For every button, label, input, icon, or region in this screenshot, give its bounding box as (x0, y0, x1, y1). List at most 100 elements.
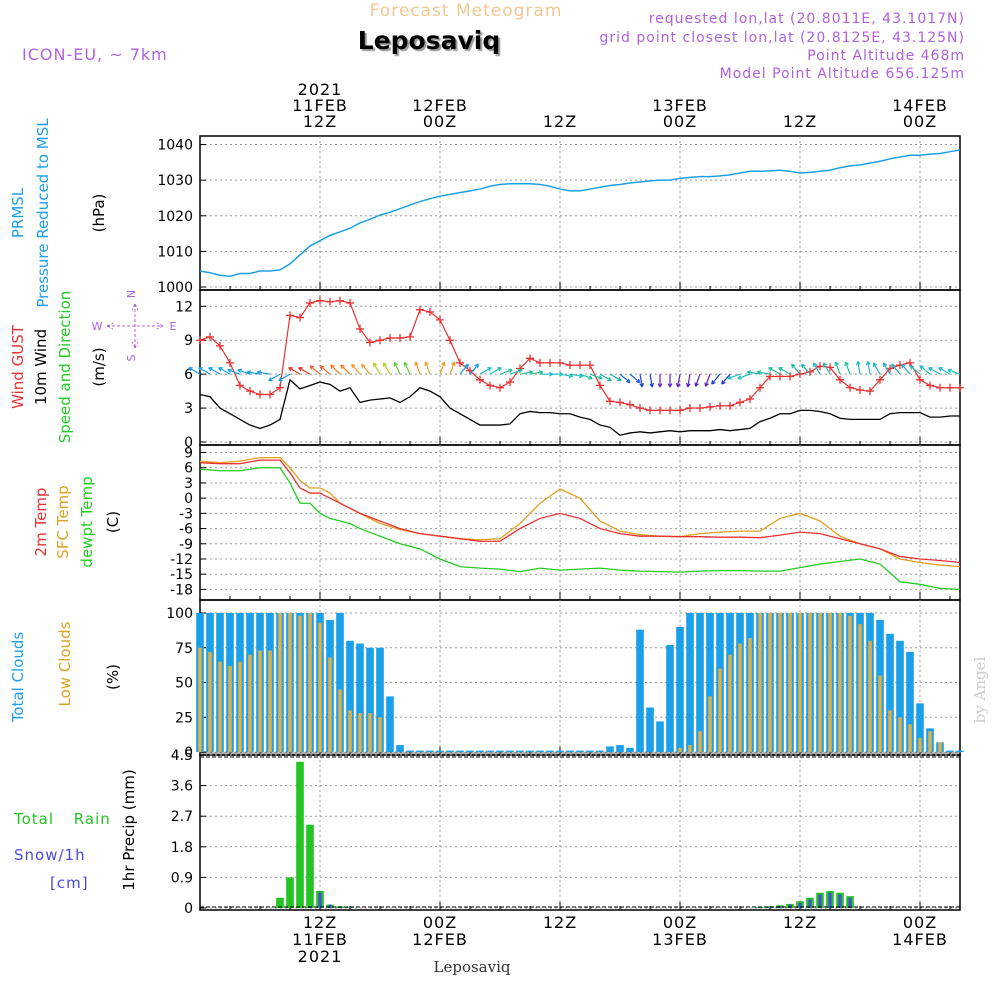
bottom-time-label: 13FEB (652, 930, 708, 949)
temp-label-sfc: SFC Temp (54, 485, 72, 558)
gust-point (946, 383, 954, 392)
wind-arrow (393, 361, 401, 375)
gust-point (216, 341, 224, 350)
low-cloud-bar (268, 650, 272, 752)
low-cloud-bar (258, 650, 262, 752)
temp-ytick-label: -18 (170, 582, 193, 598)
total-cloud-bar (536, 750, 544, 752)
bottom-time-label: 14FEB (892, 930, 948, 949)
wind-arrow (667, 374, 673, 388)
gust-point (836, 375, 844, 384)
low-cloud-bar (848, 615, 852, 752)
gust-point (326, 297, 334, 306)
wind-arrow (822, 362, 831, 375)
top-time-label: 00Z (423, 112, 457, 131)
clouds-label-total: Total Clouds (9, 632, 27, 724)
wind-arrow (737, 373, 751, 380)
pressure-ytick-label: 1020 (157, 209, 193, 225)
clouds-label-low: Low Clouds (56, 621, 74, 706)
wind-arrow (756, 370, 771, 375)
wind-arrow (694, 373, 701, 387)
wind-arrow (947, 368, 961, 375)
low-cloud-bar (838, 613, 842, 752)
wind-arrow (403, 361, 411, 375)
gust-point (746, 395, 754, 404)
wind-arrow (791, 363, 801, 375)
clouds-ytick-label: 100 (166, 606, 193, 622)
precip-ytick-label: 2.7 (171, 809, 193, 825)
low-cloud-bar (898, 717, 902, 752)
wind-ytick-label: 3 (184, 401, 193, 417)
gust-point (686, 404, 694, 413)
precip-labels: Total Rain Snow/1h [cm] 1hr Precip (mm) (13, 769, 138, 892)
total-cloud-bar (626, 747, 634, 752)
top-time-label: 00Z (663, 112, 697, 131)
gust-point (286, 311, 294, 320)
gust-point (626, 400, 634, 409)
wind-arrow (704, 373, 711, 387)
low-cloud-bar (728, 654, 732, 752)
wind-arrow (675, 374, 681, 388)
pressure-ytick-label: 1030 (157, 173, 193, 189)
wind-arrow (246, 370, 261, 375)
low-cloud-bar (758, 613, 762, 752)
total-cloud-bar (666, 644, 674, 752)
precip-ytick-label: 4.5 (171, 748, 193, 764)
top-time-label: 12Z (783, 112, 817, 131)
total-cloud-bar (476, 750, 484, 752)
total-cloud-bar (386, 696, 394, 752)
clouds-ytick-label: 75 (175, 641, 193, 657)
gust-point (536, 358, 544, 367)
low-cloud-bar (368, 713, 372, 752)
wind-arrow (340, 364, 351, 375)
wind-arrow (891, 363, 901, 375)
total-cloud-bar (456, 750, 464, 752)
model-altitude: Model Point Altitude 656.125m (720, 66, 965, 82)
total-cloud-bar (496, 750, 504, 752)
wind-arrow (834, 361, 841, 375)
wind-arrow (589, 373, 603, 380)
snow-bar (808, 899, 812, 908)
compass-e: E (170, 320, 177, 333)
gust-point (916, 375, 924, 384)
gust-point (486, 381, 494, 390)
wind-labels: Wind GUST 10m Wind Speed and Direction (… (9, 290, 177, 443)
wind-arrow (711, 373, 721, 385)
wind-arrow (319, 365, 331, 375)
wind-arrow (208, 367, 221, 375)
precip-ytick-label: 0 (184, 901, 193, 917)
gridpoint-coords: grid point closest lon,lat (20.8125E, 43… (599, 30, 965, 46)
gust-point (296, 313, 304, 322)
precip-unit: 1hr Precip (mm) (120, 769, 138, 890)
wind-arrow (882, 362, 891, 375)
bottom-time-label: 2021 (298, 947, 343, 966)
gust-point (416, 305, 424, 314)
total-cloud-bar (416, 750, 424, 752)
wind-arrow (938, 367, 951, 375)
wind-arrow (382, 362, 391, 375)
wind-arrow (372, 362, 381, 375)
total-cloud-bar (946, 750, 954, 752)
gust-point (646, 406, 654, 415)
gust-point (546, 358, 554, 367)
snow-bar (838, 894, 842, 908)
total-cloud-bar (506, 750, 514, 752)
wind-arrow (865, 360, 871, 375)
gust-point (366, 338, 374, 347)
temp-unit: (C) (104, 511, 122, 533)
total-cloud-bar (526, 750, 534, 752)
gust-point (426, 307, 434, 316)
total-cloud-bar (466, 750, 474, 752)
total-cloud-bar (546, 750, 554, 752)
wind-direction-arrows (188, 360, 961, 388)
wind-arrow (579, 373, 593, 380)
wind-arrow (844, 361, 851, 375)
chart-title: Leposaviq (358, 26, 500, 55)
total-cloud-bar (686, 613, 694, 752)
bottom-time-label: 00Z (663, 913, 697, 932)
total-cloud-bar (396, 745, 404, 752)
low-cloud-bar (798, 613, 802, 752)
gust-point (306, 298, 314, 307)
total-cloud-bar (356, 643, 364, 752)
pressure-unit: (hPa) (90, 194, 108, 233)
